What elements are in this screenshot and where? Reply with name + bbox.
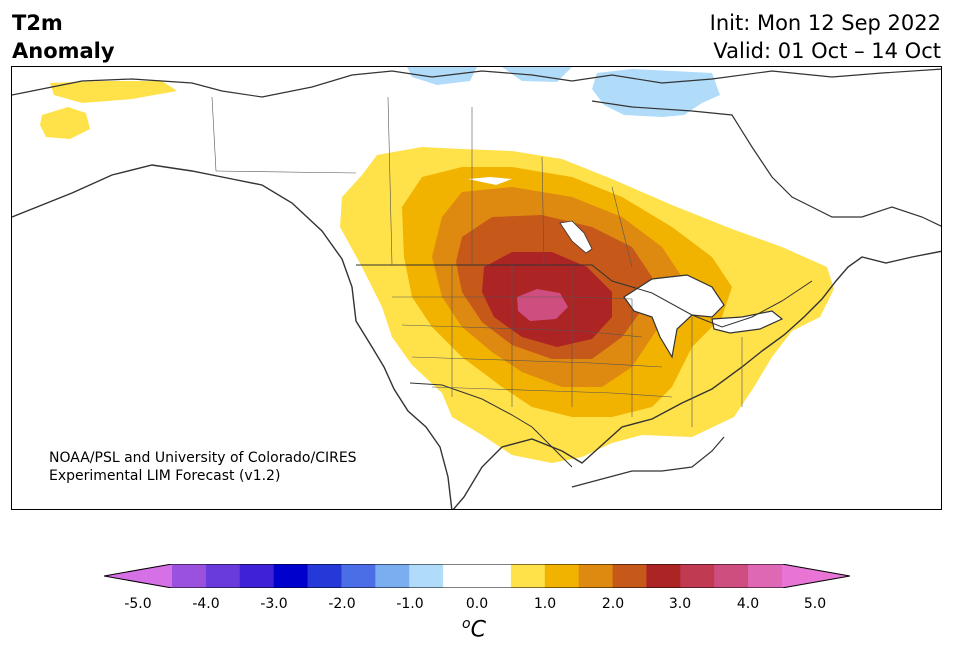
colorbar-segment	[239, 564, 275, 588]
lake-winnipeg	[559, 220, 593, 254]
colorbar-segment	[375, 564, 410, 588]
colorbar-tick: 3.0	[668, 596, 692, 612]
us-mexico-border	[409, 382, 573, 468]
colorbar-segment	[307, 564, 342, 588]
colorbar-segment	[341, 564, 376, 588]
coastline	[591, 100, 941, 227]
colorbar-segment	[409, 564, 444, 588]
title-subtitle: Anomaly	[12, 39, 115, 63]
colorbar-segment	[205, 564, 241, 588]
colorbar-ticks: -5.0 -4.0 -3.0 -2.0 -1.0 0.0 1.0 2.0 3.0…	[0, 596, 953, 618]
colorbar-tick: 2.0	[601, 596, 625, 612]
map-canvas	[12, 67, 941, 509]
colorbar-segment	[104, 564, 172, 588]
colorbar-tick: -4.0	[192, 596, 220, 612]
colorbar-segment	[477, 564, 512, 588]
colorbar-segment	[612, 564, 647, 588]
coastline	[452, 250, 941, 509]
colorbar-segment	[172, 564, 207, 588]
coastline	[12, 68, 941, 98]
colorbar-segment	[578, 564, 614, 588]
colorbar-tick: 5.0	[803, 596, 827, 612]
init-date: Init: Mon 12 Sep 2022	[709, 11, 941, 35]
colorbar-tick: -5.0	[124, 596, 152, 612]
lake-athabasca	[468, 177, 512, 185]
colorbar-tick: 4.0	[736, 596, 760, 612]
colorbar-segment	[510, 564, 546, 588]
colorbar-segment	[714, 564, 749, 588]
colorbar-segment	[443, 564, 478, 588]
colorbar-tick: 0.0	[465, 596, 489, 612]
colorbar-segment	[646, 564, 681, 588]
map-title: T2m Anomaly	[12, 9, 115, 65]
colorbar-segment	[680, 564, 715, 588]
colorbar-segment	[544, 564, 580, 588]
unit-degree-mark: o	[462, 616, 471, 632]
anomaly-map	[11, 66, 942, 510]
data-credit: NOAA/PSL and University of Colorado/CIRE…	[49, 449, 357, 485]
coastline	[571, 436, 725, 488]
forecast-dates: Init: Mon 12 Sep 2022 Valid: 01 Oct – 14…	[710, 9, 941, 65]
credit-line-1: NOAA/PSL and University of Colorado/CIRE…	[49, 450, 357, 466]
colorbar-tick: -2.0	[328, 596, 356, 612]
colorbar	[104, 564, 850, 588]
unit-letter: C	[470, 617, 486, 643]
valid-dates: Valid: 01 Oct – 14 Oct	[713, 39, 941, 63]
colorbar-segment	[782, 564, 850, 588]
colorbar-segments	[104, 564, 850, 588]
warm-anomaly-area	[50, 81, 177, 103]
us-canada-border	[356, 264, 813, 328]
title-variable: T2m	[12, 11, 63, 35]
colorbar-tick: -1.0	[396, 596, 424, 612]
colorbar-tick: 1.0	[533, 596, 557, 612]
colorbar-tick: -3.0	[260, 596, 288, 612]
colorbar-segment	[273, 564, 309, 588]
great-lakes	[711, 310, 784, 334]
colorbar-unit: oC	[462, 616, 486, 642]
coastline	[12, 164, 453, 509]
colorbar-segment	[748, 564, 783, 588]
credit-line-2: Experimental LIM Forecast (v1.2)	[49, 468, 281, 484]
warm-anomaly-area	[40, 107, 90, 139]
province-borders	[211, 96, 633, 268]
cold-anomaly-area	[592, 69, 720, 117]
state-borders	[392, 265, 743, 427]
